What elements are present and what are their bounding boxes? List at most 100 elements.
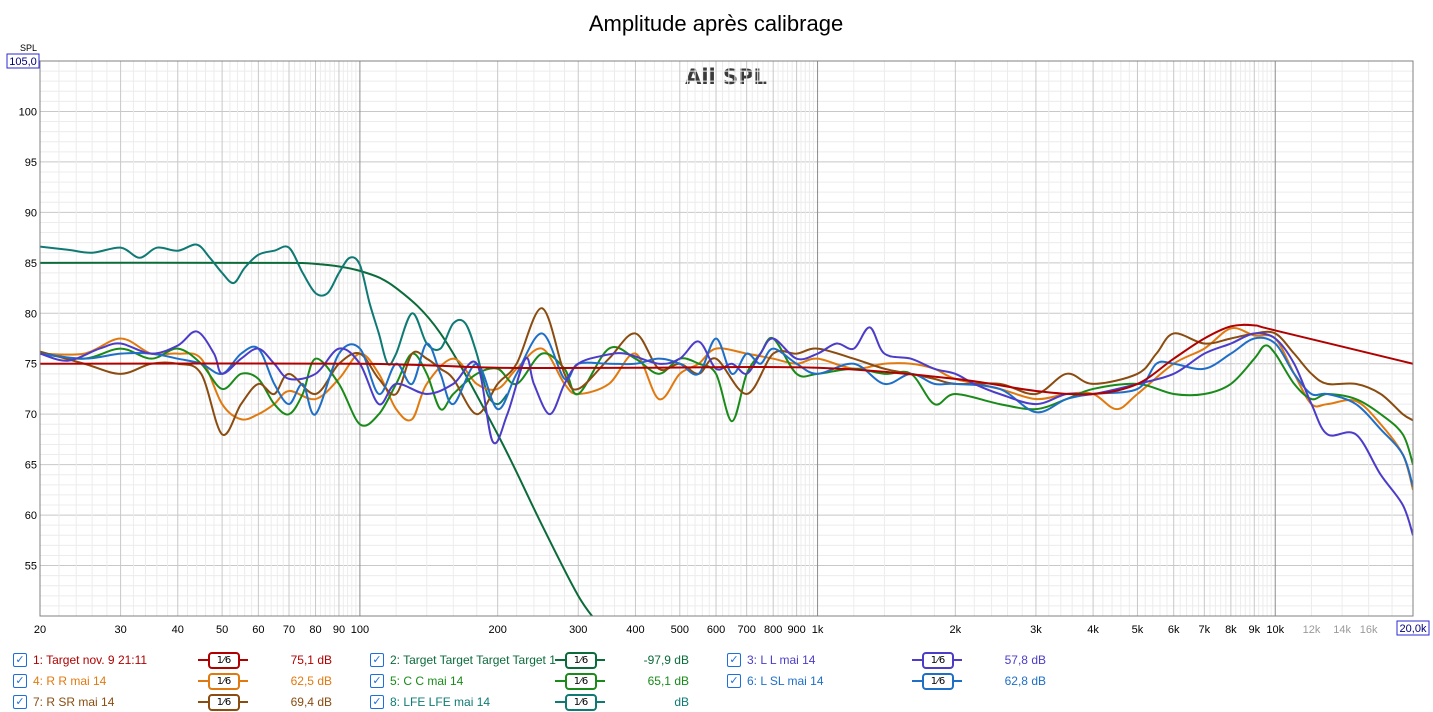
legend-item-CC: ✓ 5: C C mai 14 1⁄6 65,1 dB: [370, 671, 790, 691]
x-tick-label: 800: [764, 624, 782, 636]
series-line-LL: [40, 326, 1413, 536]
legend-smoothing-target2[interactable]: 1⁄6: [555, 652, 605, 669]
y-tick-label: 95: [25, 157, 37, 169]
x-tick-label: 80: [309, 624, 321, 636]
y-tick-label: 85: [25, 258, 37, 270]
series-line-SR: [40, 307, 1413, 436]
series-lines: [40, 243, 1413, 616]
legend-smoothing-box: 1⁄6: [208, 694, 240, 711]
x-tick-label: 40: [172, 624, 184, 636]
legend-smoothing-RR[interactable]: 1⁄6: [198, 673, 248, 690]
legend-item-target1: ✓ 1: Target nov. 9 21:11 1⁄6 75,1 dB: [13, 650, 433, 670]
legend-smoothing-LFE[interactable]: 1⁄6: [555, 694, 605, 711]
y-top-box[interactable]: [6, 53, 40, 69]
x-tick-label-minor: 16k: [1360, 624, 1378, 636]
x-tick-label: 70: [283, 624, 295, 636]
series-line-target2: [40, 261, 594, 616]
legend: ✓ 1: Target nov. 9 21:11 1⁄6 75,1 dB ✓ 2: Tar…: [0, 646, 1433, 712]
x-tick-label-minor: 12k: [1303, 624, 1321, 636]
legend-checkbox-SL[interactable]: ✓: [727, 674, 741, 688]
legend-smoothing-CC[interactable]: 1⁄6: [555, 673, 605, 690]
legend-item-RR: ✓ 4: R R mai 14 1⁄6 62,5 dB: [13, 671, 433, 691]
legend-label-SR: 7: R SR mai 14: [33, 695, 115, 709]
x-end-box[interactable]: [1396, 620, 1430, 636]
legend-label-CC: 5: C C mai 14: [390, 674, 464, 688]
chart-title: Amplitude après calibrage: [589, 11, 843, 36]
legend-label-LFE: 8: LFE LFE mai 14: [390, 695, 491, 709]
legend-item-SL: ✓ 6: L SL mai 14 1⁄6 62,8 dB: [727, 671, 1147, 691]
y-tick-label: 80: [25, 308, 37, 320]
legend-value-SR: 69,4 dB: [290, 695, 332, 709]
legend-value-LFE: dB: [674, 695, 689, 709]
y-tick-label: 70: [25, 409, 37, 421]
y-tick-label: 100: [19, 106, 37, 118]
y-top-label: 105,0: [9, 56, 37, 68]
legend-label-LL: 3: L L mai 14: [747, 653, 816, 667]
x-tick-label: 4k: [1087, 624, 1099, 636]
legend-smoothing-box: 1⁄6: [565, 652, 597, 669]
legend-checkbox-RR[interactable]: ✓: [13, 674, 27, 688]
x-tick-label: 300: [569, 624, 587, 636]
x-tick-label: 3k: [1030, 624, 1042, 636]
legend-smoothing-box: 1⁄6: [922, 652, 954, 669]
y-tick-label: 60: [25, 510, 37, 522]
series-line-SL: [40, 332, 1413, 488]
x-tick-label: 6k: [1168, 624, 1180, 636]
chart-subtitle: All SPL: [685, 65, 767, 89]
legend-checkbox-LL[interactable]: ✓: [727, 653, 741, 667]
x-tick-label: 10k: [1266, 624, 1284, 636]
x-tick-label: 500: [671, 624, 689, 636]
legend-label-RR: 4: R R mai 14: [33, 674, 107, 688]
y-tick-label: 90: [25, 207, 37, 219]
legend-smoothing-SR[interactable]: 1⁄6: [198, 694, 248, 711]
x-tick-label: 2k: [950, 624, 962, 636]
x-tick-label: 50: [216, 624, 228, 636]
legend-label-target1: 1: Target nov. 9 21:11: [33, 653, 148, 667]
x-tick-label: 9k: [1248, 624, 1260, 636]
legend-value-target1: 75,1 dB: [290, 653, 332, 667]
x-end-label: 20,0k: [1400, 623, 1427, 635]
x-tick-label: 200: [488, 624, 506, 636]
y-axis-labels: 55 60 65 70 75 80 85 90 95 100: [19, 106, 37, 572]
x-tick-label: 20: [34, 624, 46, 636]
x-axis-labels: 20 30 40 50 60 70 80 90 100 200 300 400 500 600 700 800…: [34, 624, 1378, 636]
legend-checkbox-target1[interactable]: ✓: [13, 653, 27, 667]
legend-value-LL: 57,8 dB: [1004, 653, 1046, 667]
x-tick-label: 600: [707, 624, 725, 636]
x-tick-label: 30: [114, 624, 126, 636]
legend-smoothing-SL[interactable]: 1⁄6: [912, 673, 962, 690]
legend-checkbox-CC[interactable]: ✓: [370, 674, 384, 688]
legend-smoothing-box: 1⁄6: [565, 694, 597, 711]
legend-smoothing-box: 1⁄6: [208, 673, 240, 690]
x-tick-label: 8k: [1225, 624, 1237, 636]
legend-smoothing-box: 1⁄6: [565, 673, 597, 690]
x-tick-label: 400: [626, 624, 644, 636]
x-tick-label-minor: 14k: [1333, 624, 1351, 636]
legend-item-LL: ✓ 3: L L mai 14 1⁄6 57,8 dB: [727, 650, 1147, 670]
legend-checkbox-target2[interactable]: ✓: [370, 653, 384, 667]
legend-checkbox-SR[interactable]: ✓: [13, 695, 27, 709]
legend-label-target2: 2: Target Target Target Target 1: [390, 653, 556, 667]
legend-item-LFE: ✓ 8: LFE LFE mai 14 1⁄6 dB: [370, 692, 790, 712]
x-tick-label: 1k: [812, 624, 824, 636]
legend-value-SL: 62,8 dB: [1004, 674, 1046, 688]
legend-label-SL: 6: L SL mai 14: [747, 674, 824, 688]
legend-value-CC: 65,1 dB: [647, 674, 689, 688]
y-tick-label: 75: [25, 359, 37, 371]
legend-checkbox-LFE[interactable]: ✓: [370, 695, 384, 709]
series-line-LFE: [40, 243, 509, 406]
series-line-target1: [40, 323, 1413, 396]
plot-frame: [39, 60, 1414, 617]
x-tick-label: 7k: [1199, 624, 1211, 636]
legend-smoothing-LL[interactable]: 1⁄6: [912, 652, 962, 669]
grid: [40, 61, 1413, 616]
x-tick-label: 100: [351, 624, 369, 636]
legend-smoothing-target1[interactable]: 1⁄6: [198, 652, 248, 669]
y-axis-unit: SPL: [20, 43, 37, 53]
x-tick-label: 700: [737, 624, 755, 636]
x-tick-label: 60: [252, 624, 264, 636]
x-tick-label: 5k: [1132, 624, 1144, 636]
legend-value-target2: -97,9 dB: [643, 653, 689, 667]
legend-item-target2: ✓ 2: Target Target Target Target 1 1⁄6 -97,…: [370, 650, 790, 670]
legend-value-RR: 62,5 dB: [290, 674, 332, 688]
